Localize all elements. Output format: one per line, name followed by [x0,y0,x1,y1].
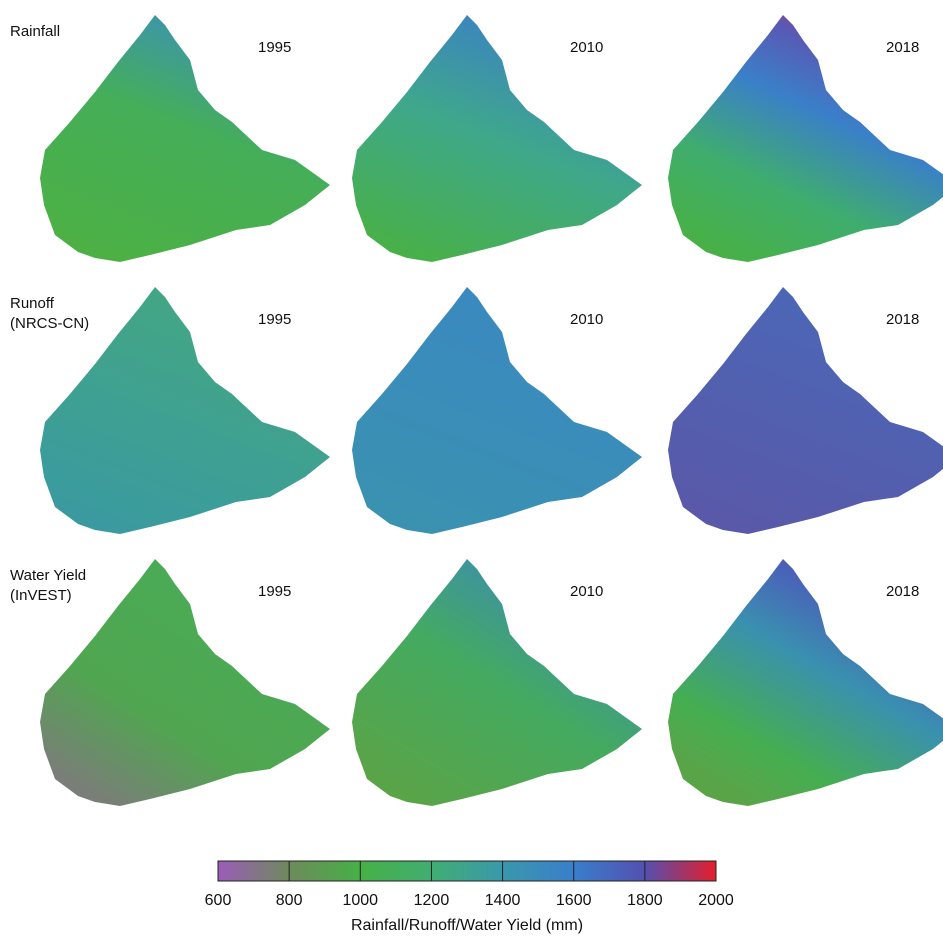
row-label: Water Yield [10,567,86,584]
colorbar-tick-label: 2000 [698,892,734,909]
colorbar-tick-label: 1600 [556,892,592,909]
colorbar-tick-label: 600 [205,892,232,909]
year-label: 2018 [886,39,919,56]
colorbar-tick-label: 1200 [414,892,450,909]
row-label: (NRCS-CN) [10,315,89,332]
colorbar: Rainfall/Runoff/Water Yield (mm) 600 800 1… [205,861,734,934]
year-label: 2018 [886,583,919,600]
colorbar-tick-label: 1000 [342,892,378,909]
maps: Rainfall 1995 2010 2018 Runoff (NRCS-CN) 1995 2… [10,15,943,806]
year-label: 1995 [258,311,291,328]
year-label: 2010 [570,583,603,600]
colorbar-tick-label: 800 [276,892,303,909]
row-label: (InVEST) [10,587,72,604]
colorbar-tick-label: 1400 [485,892,521,909]
year-label: 1995 [258,583,291,600]
row-label: Runoff [10,295,55,312]
colorbar-ramp [218,861,716,881]
year-label: 2018 [886,311,919,328]
colorbar-tick-label: 1800 [627,892,663,909]
year-label: 1995 [258,39,291,56]
year-label: 2010 [570,311,603,328]
year-label: 2010 [570,39,603,56]
row-label: Rainfall [10,23,60,40]
colorbar-label: Rainfall/Runoff/Water Yield (mm) [351,917,583,934]
figure: Rainfall 1995 2010 2018 Runoff (NRCS-CN) 1995 2… [0,0,943,936]
